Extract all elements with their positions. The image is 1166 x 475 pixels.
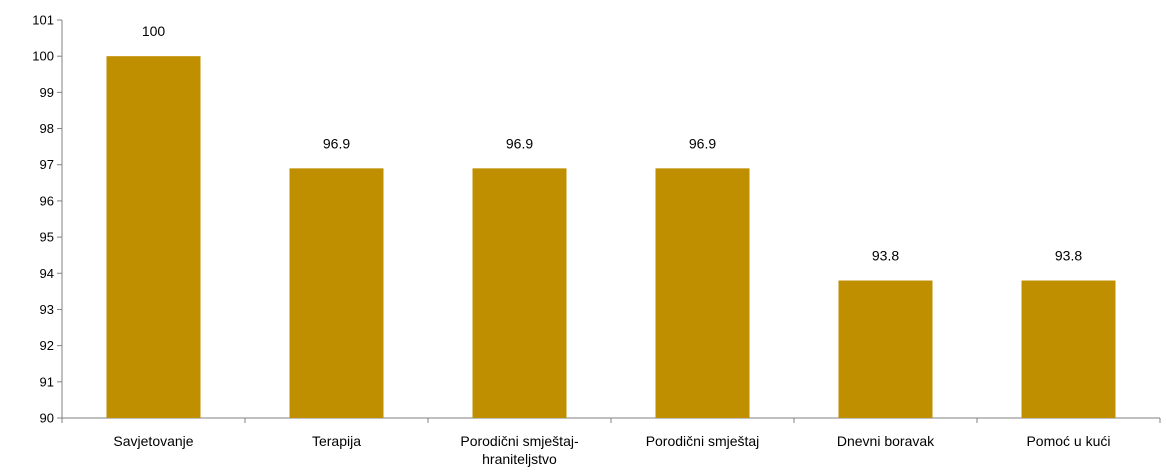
y-tick-label: 90 <box>40 411 54 426</box>
y-tick-label: 96 <box>40 193 54 208</box>
category-label: Pomoć u kući <box>1026 433 1110 449</box>
category-label-line: hraniteljstvo <box>482 451 557 467</box>
category-label-line: Pomoć u kući <box>1026 433 1110 449</box>
bar <box>1021 280 1116 418</box>
y-tick-label: 100 <box>32 49 54 64</box>
category-label: Porodični smještaj <box>646 433 760 449</box>
category-label-line: Porodični smještaj- <box>460 433 579 449</box>
category-labels: Savjetovanje Terapija Porodični smještaj-h… <box>113 433 1110 467</box>
data-labels: 100 96.9 96.9 96.9 93.8 93.8 <box>142 23 1083 263</box>
category-label: Porodični smještaj-hraniteljstvo <box>460 433 579 467</box>
bar <box>838 280 933 418</box>
y-tick-label: 98 <box>40 121 54 136</box>
y-tick-label: 99 <box>40 85 54 100</box>
bar <box>289 168 384 418</box>
y-tick-label: 94 <box>40 266 54 281</box>
data-label: 100 <box>142 23 166 39</box>
category-label-line: Dnevni boravak <box>837 433 935 449</box>
bar <box>472 168 567 418</box>
y-tick-label: 101 <box>32 13 54 28</box>
category-label: Dnevni boravak <box>837 433 935 449</box>
category-label-line: Terapija <box>312 433 361 449</box>
bars <box>106 56 1116 418</box>
y-axis: 90 91 92 93 94 95 96 97 98 99 100 101 <box>32 13 63 426</box>
y-tick-label: 97 <box>40 157 54 172</box>
y-tick-label: 92 <box>40 338 54 353</box>
y-tick-label: 93 <box>40 302 54 317</box>
data-label: 96.9 <box>323 135 350 151</box>
y-tick-label: 95 <box>40 230 54 245</box>
data-label: 96.9 <box>689 135 716 151</box>
y-tick-label: 91 <box>40 374 54 389</box>
data-label: 96.9 <box>506 135 533 151</box>
category-label: Terapija <box>312 433 361 449</box>
bar <box>106 56 201 418</box>
data-label: 93.8 <box>872 248 899 264</box>
category-label: Savjetovanje <box>113 433 193 449</box>
data-label: 93.8 <box>1055 248 1082 264</box>
bar <box>655 168 750 418</box>
category-label-line: Porodični smještaj <box>646 433 760 449</box>
category-label-line: Savjetovanje <box>113 433 193 449</box>
x-axis <box>61 417 1161 423</box>
